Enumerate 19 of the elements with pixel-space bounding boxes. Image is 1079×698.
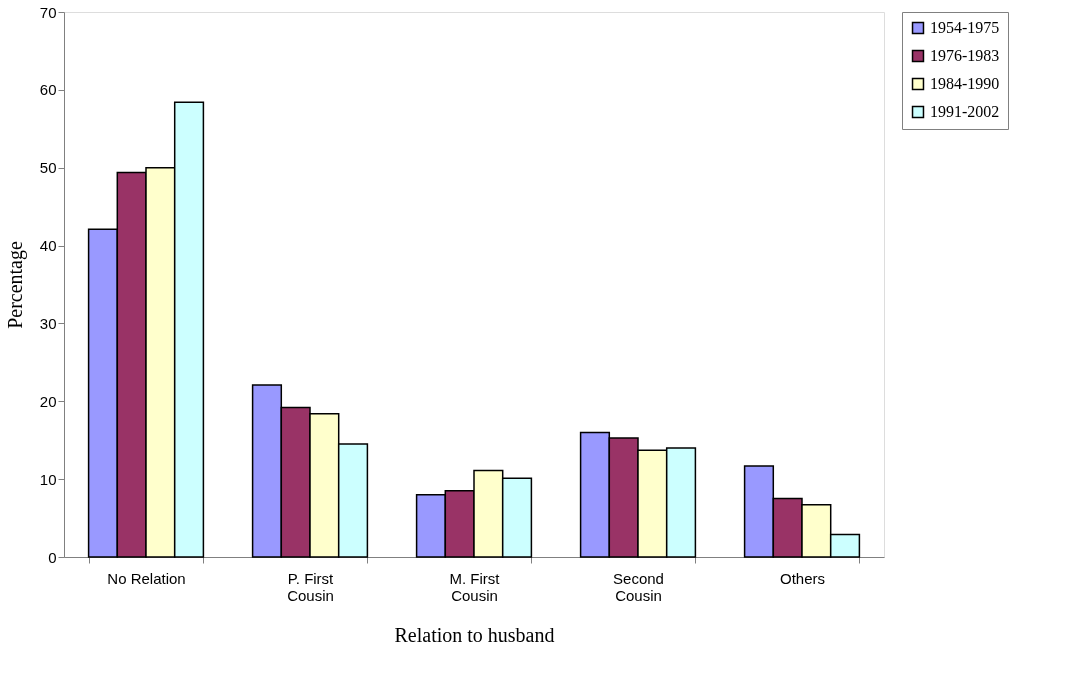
x-axis-title: Relation to husband bbox=[394, 623, 555, 646]
x-tick-label: Others bbox=[779, 569, 826, 587]
y-tick-label: 60 bbox=[39, 81, 57, 99]
x-tick-label: P. First Cousin bbox=[287, 569, 335, 604]
legend-label: 1984-1990 bbox=[930, 75, 1000, 92]
legend-label: 1954-1975 bbox=[930, 19, 1000, 36]
x-tick-label: Second Cousin bbox=[613, 569, 664, 604]
legend-label: 1991-2002 bbox=[930, 103, 1000, 120]
legend-label: 1976-1983 bbox=[930, 47, 1000, 64]
y-tick-label: 50 bbox=[39, 159, 57, 177]
x-tick-label: M. First Cousin bbox=[449, 569, 501, 604]
y-tick-label: 20 bbox=[39, 392, 57, 410]
y-tick-label: 30 bbox=[39, 314, 57, 332]
y-tick-label: 40 bbox=[39, 237, 57, 255]
y-tick-label: 0 bbox=[48, 548, 57, 566]
y-tick-label: 70 bbox=[39, 3, 57, 21]
x-tick-label: No Relation bbox=[107, 569, 186, 587]
y-axis-title: Percentage bbox=[3, 241, 27, 329]
y-tick-label: 10 bbox=[39, 470, 57, 488]
